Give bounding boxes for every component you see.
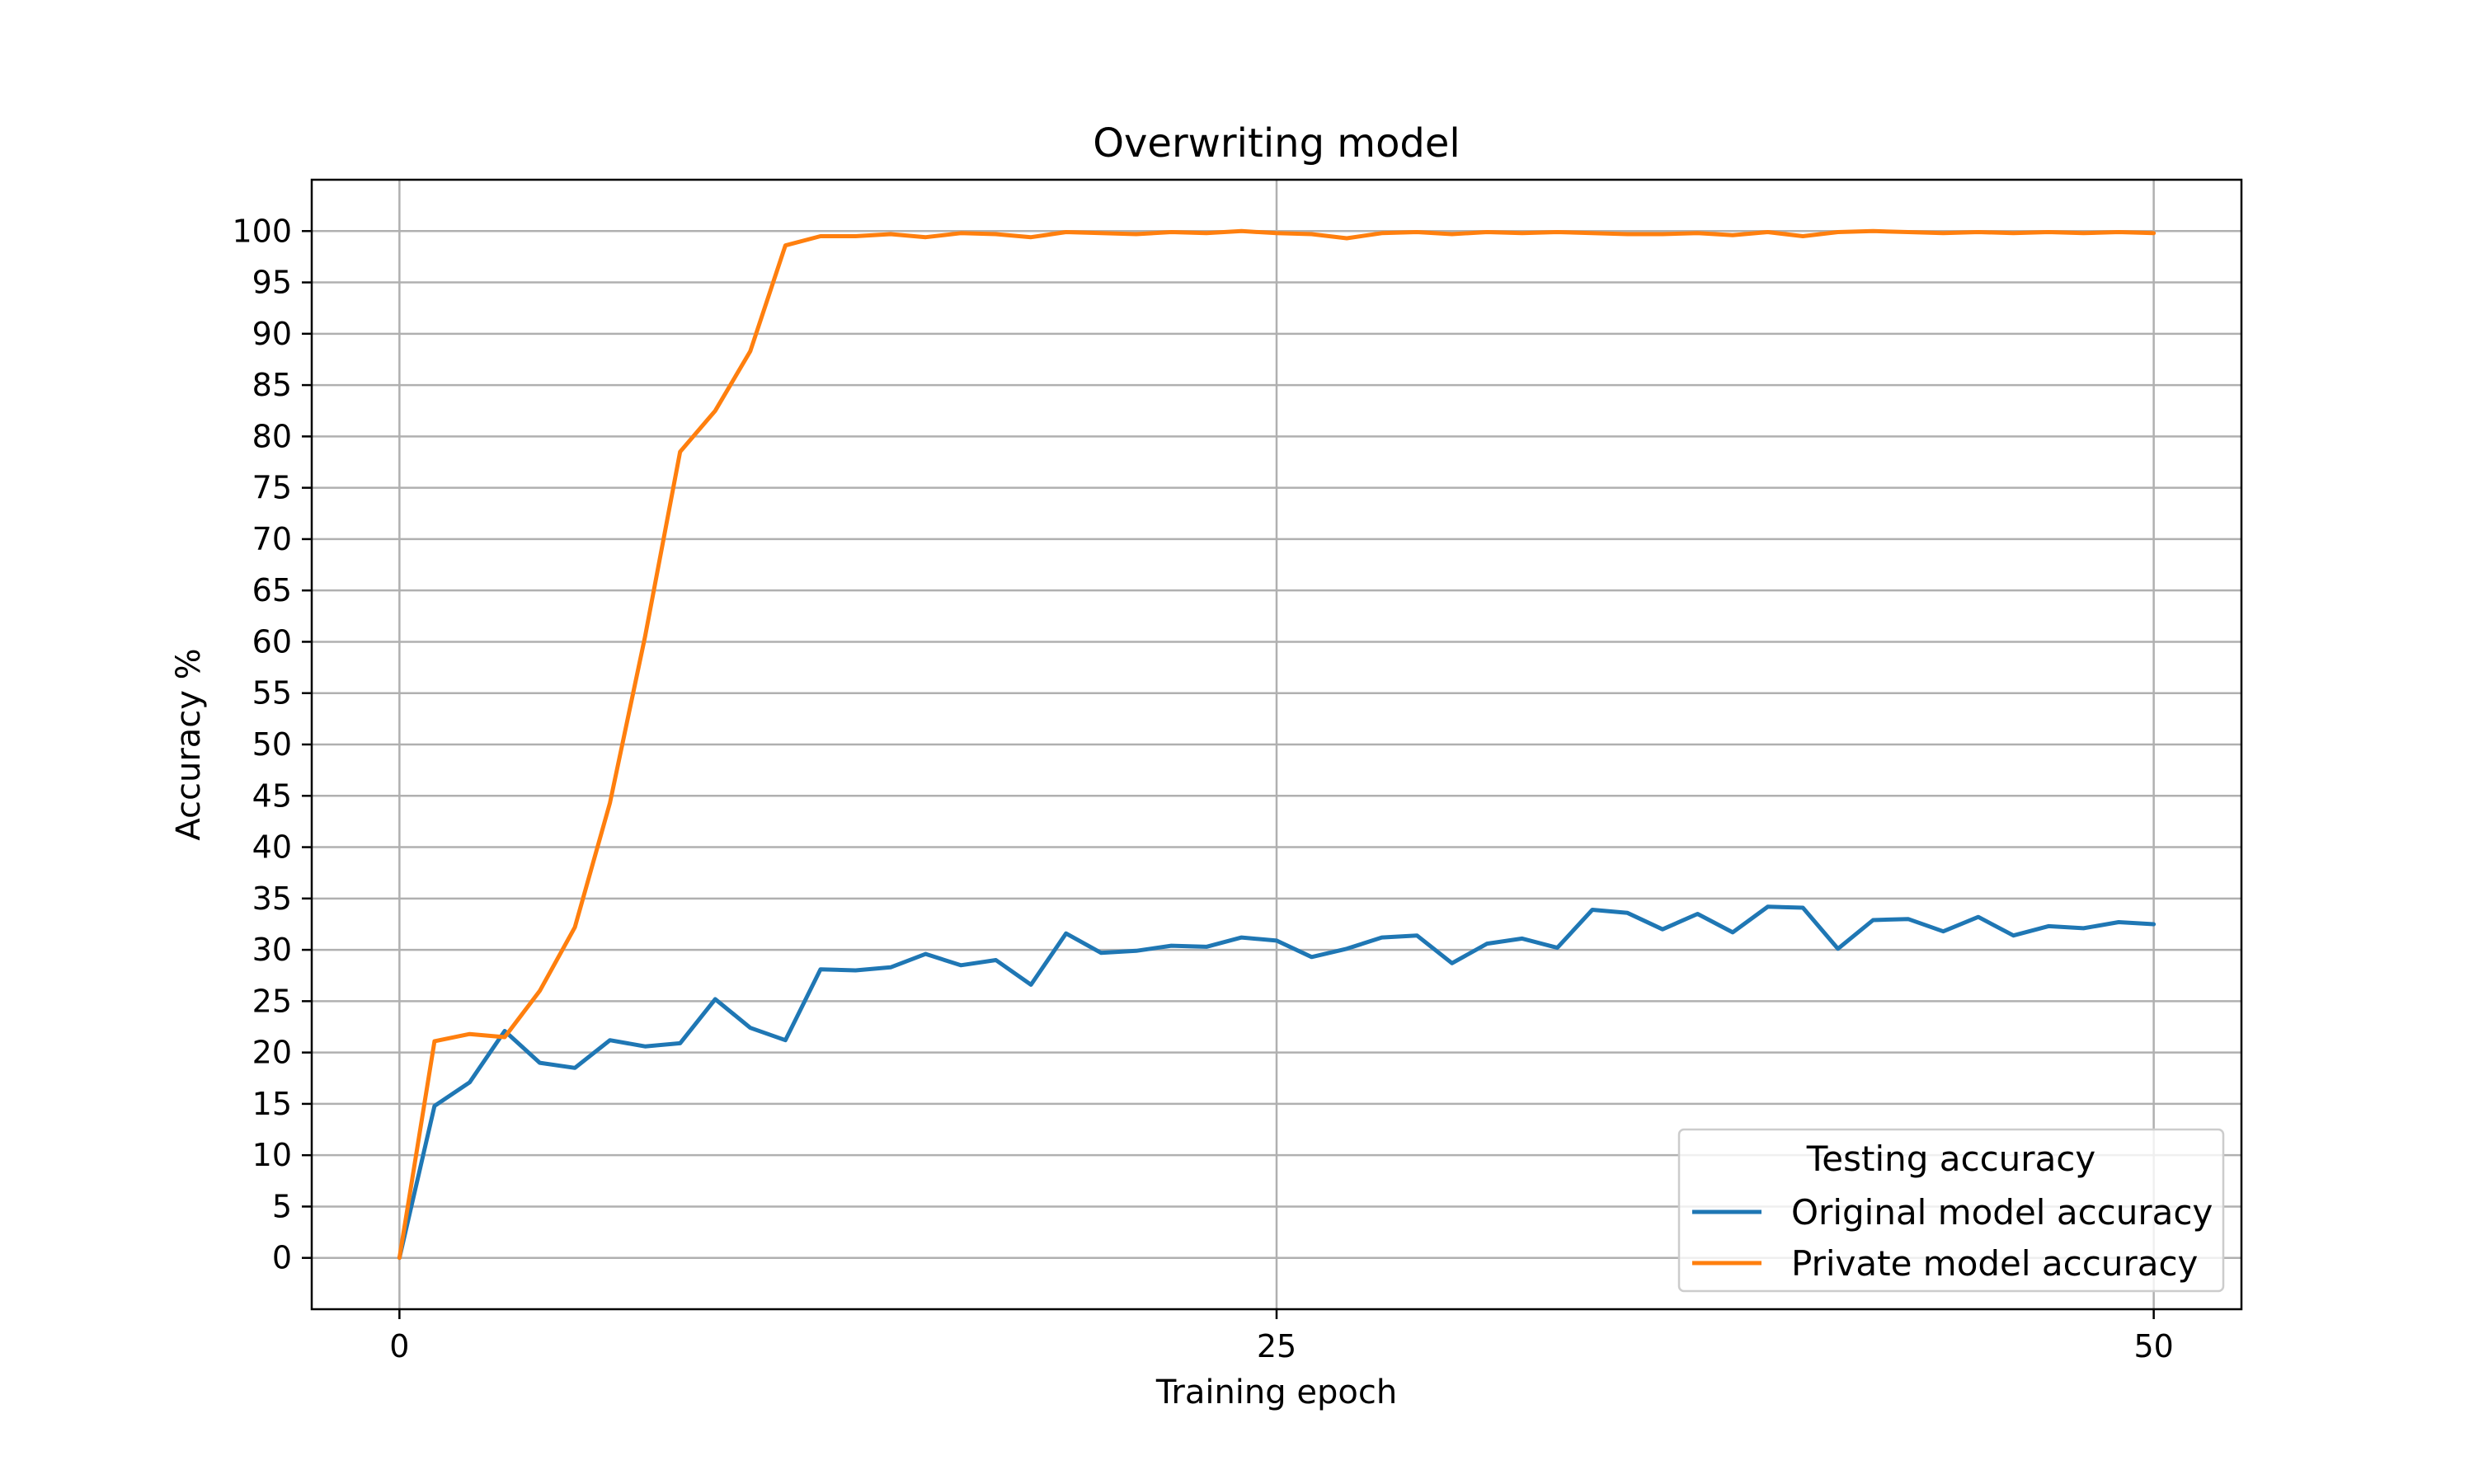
x-tick-label: 0 (389, 1328, 409, 1364)
y-tick-label: 40 (252, 829, 292, 866)
y-tick-label: 25 (252, 983, 292, 1019)
y-tick-label: 0 (272, 1240, 292, 1276)
y-tick-label: 80 (252, 418, 292, 454)
y-tick-label: 5 (272, 1188, 292, 1224)
series-line-private (397, 228, 2157, 1261)
y-tick-label: 35 (252, 881, 292, 917)
y-tick-label: 100 (232, 213, 292, 249)
y-tick-label: 30 (252, 932, 292, 968)
x-axis-label: Training epoch (1155, 1374, 1397, 1411)
y-tick-label: 20 (252, 1035, 292, 1071)
y-tick-label: 85 (252, 367, 292, 403)
y-tick-label: 90 (252, 316, 292, 352)
y-tick-label: 45 (252, 777, 292, 814)
x-tick-label: 50 (2133, 1328, 2173, 1364)
y-tick-label: 75 (252, 470, 292, 506)
y-tick-label: 55 (252, 675, 292, 711)
x-tick-label: 25 (1257, 1328, 1296, 1364)
y-tick-label: 50 (252, 726, 292, 763)
legend-entry-label: Private model accuracy (1791, 1243, 2198, 1284)
y-tick-label: 10 (252, 1137, 292, 1173)
axis-ticks: 0 5 10 15 20 25 30 35 40 45 50 55 60 65 70 75 80 85 90 95 10… (232, 213, 2173, 1364)
legend-box (1677, 1128, 2225, 1293)
y-axis-label: Accuracy % (170, 648, 208, 840)
y-tick-label: 70 (252, 521, 292, 557)
legend: Testing accuracy Original model accuracy… (1677, 1128, 2225, 1293)
y-tick-label: 60 (252, 623, 292, 660)
legend-entries: Original model accuracy Private model acc… (1692, 1192, 2213, 1284)
y-tick-label: 65 (252, 572, 292, 608)
series-layer (397, 228, 2157, 1261)
legend-title: Testing accuracy (1806, 1139, 2096, 1179)
y-tick-label: 15 (252, 1086, 292, 1122)
legend-entry-label: Original model accuracy (1791, 1192, 2213, 1233)
series-line-original (397, 904, 2157, 1261)
y-tick-label: 95 (252, 265, 292, 301)
chart-title: Overwriting model (1093, 120, 1460, 167)
